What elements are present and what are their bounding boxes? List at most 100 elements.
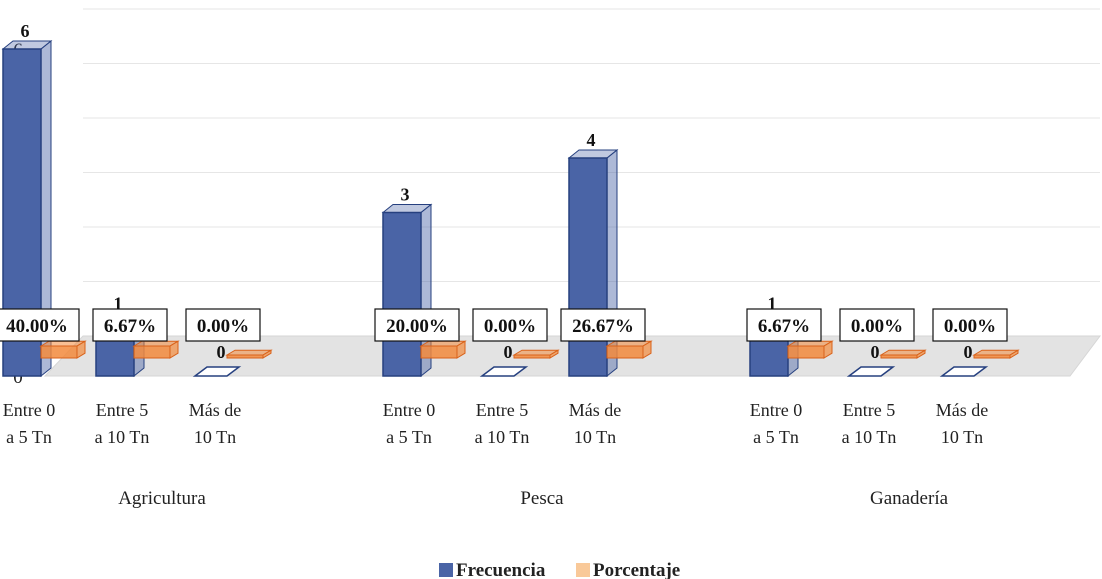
x-category-label: Entre 5 a 10 Tn — [95, 400, 150, 447]
data-label-text: 26.67% — [572, 316, 634, 337]
data-label-porcentaje: 20.00% — [374, 308, 460, 342]
x-category-label: Más de 10 Tn — [189, 400, 242, 447]
data-label-frecuencia: 1 — [114, 294, 123, 314]
bar-porcentaje — [972, 349, 1020, 359]
x-category-line: 10 Tn — [574, 427, 616, 447]
bar-porcentaje — [132, 340, 180, 359]
data-label-frecuencia: 0 — [964, 342, 973, 362]
bar-frecuencia-empty — [192, 366, 242, 377]
data-label-frecuencia: 3 — [401, 185, 410, 205]
data-label-porcentaje: 0.00% — [472, 308, 548, 342]
bar-porcentaje-front — [513, 354, 551, 359]
x-group-label: Ganadería — [870, 488, 949, 509]
x-group-label: Pesca — [520, 488, 564, 509]
data-label-box — [839, 308, 915, 342]
x-category-line: a 5 Tn — [386, 427, 432, 447]
data-label-box — [560, 308, 646, 342]
data-label-box — [185, 308, 261, 342]
x-category-line: 10 Tn — [941, 427, 983, 447]
x-category-label: Entre 0 a 5 Tn — [750, 400, 802, 447]
data-label-porcentaje: 6.67% — [92, 308, 168, 342]
bar-frecuencia-empty — [846, 366, 896, 377]
x-group-label: Agricultura — [118, 488, 206, 509]
x-category-line: Entre 0 — [383, 400, 435, 420]
data-label-frecuencia: 0 — [871, 342, 880, 362]
legend: Frecuencia Porcentaje — [439, 560, 680, 579]
x-category-line: Entre 5 — [96, 400, 148, 420]
x-category-line: 10 Tn — [194, 427, 236, 447]
bar-frecuencia — [567, 148, 619, 378]
x-category-line: a 10 Tn — [842, 427, 897, 447]
bar-porcentaje — [419, 340, 467, 359]
data-label-text: 0.00% — [484, 316, 536, 337]
bar-porcentaje — [225, 349, 273, 359]
x-category-line: a 5 Tn — [6, 427, 52, 447]
data-label-frecuencia: 4 — [587, 130, 596, 150]
bar-porcentaje-front — [973, 354, 1011, 359]
legend-label-porcentaje: Porcentaje — [593, 560, 680, 579]
x-category-label: Entre 0 a 5 Tn — [3, 400, 55, 447]
x-category-label: Entre 5 a 10 Tn — [842, 400, 897, 447]
data-label-text: 6.67% — [104, 316, 156, 337]
data-label-text: 20.00% — [386, 316, 448, 337]
bar-porcentaje-front — [40, 345, 78, 359]
bar-porcentaje-front — [880, 354, 918, 359]
data-label-box — [472, 308, 548, 342]
data-label-text: 40.00% — [6, 316, 68, 337]
bar-porcentaje — [39, 340, 87, 359]
x-category-line: Más de — [936, 400, 989, 420]
data-labels: 640.00%16.67%00.00%320.00%00.00%426.67%1… — [0, 21, 1008, 362]
x-category-label: Entre 0 a 5 Tn — [383, 400, 435, 447]
bar-frecuencia-front — [568, 157, 608, 377]
bar-porcentaje-front — [226, 354, 264, 359]
x-category-label: Más de 10 Tn — [936, 400, 989, 447]
bar-porcentaje-front — [133, 345, 171, 359]
y-tick-label: 0 — [13, 367, 23, 388]
data-label-frecuencia: 0 — [217, 342, 226, 362]
bar-frecuencia-empty — [479, 366, 529, 377]
bar-frecuencia-empty — [939, 366, 989, 377]
data-label-box — [746, 308, 822, 342]
x-category-line: Entre 5 — [476, 400, 528, 420]
data-label-porcentaje: 40.00% — [0, 308, 80, 342]
x-category-line: Más de — [569, 400, 622, 420]
data-label-porcentaje: 0.00% — [932, 308, 1008, 342]
legend-swatch-porcentaje — [576, 563, 590, 577]
x-category-line: a 5 Tn — [753, 427, 799, 447]
bar-porcentaje-front — [606, 345, 644, 359]
data-label-text: 0.00% — [197, 316, 249, 337]
bar-porcentaje — [786, 340, 834, 359]
data-label-frecuencia: 1 — [768, 294, 777, 314]
bar-porcentaje — [605, 340, 653, 359]
data-label-frecuencia: 0 — [504, 342, 513, 362]
data-label-box — [92, 308, 168, 342]
x-category-label: Entre 5 a 10 Tn — [475, 400, 530, 447]
x-axis: Entre 0 a 5 Tn Entre 5 a 10 Tn Más de 10 Tn Ag… — [3, 400, 988, 509]
bar-frecuencia-front — [382, 211, 422, 377]
data-label-porcentaje: 26.67% — [560, 308, 646, 342]
data-label-text: 6.67% — [758, 316, 810, 337]
data-label-text: 0.00% — [944, 316, 996, 337]
data-label-box — [0, 308, 80, 342]
data-label-porcentaje: 6.67% — [746, 308, 822, 342]
data-label-frecuencia: 6 — [21, 21, 30, 41]
bar-porcentaje-front — [787, 345, 825, 359]
data-label-box — [932, 308, 1008, 342]
x-category-label: Más de 10 Tn — [569, 400, 622, 447]
x-category-line: Entre 0 — [3, 400, 55, 420]
x-category-line: Entre 5 — [843, 400, 895, 420]
x-category-line: a 10 Tn — [95, 427, 150, 447]
data-label-porcentaje: 0.00% — [185, 308, 261, 342]
bar-porcentaje — [512, 349, 560, 359]
legend-label-frecuencia: Frecuencia — [456, 560, 546, 579]
legend-swatch-frecuencia — [439, 563, 453, 577]
x-category-line: a 10 Tn — [475, 427, 530, 447]
x-category-line: Más de — [189, 400, 242, 420]
data-label-text: 0.00% — [851, 316, 903, 337]
bar-porcentaje — [879, 349, 927, 359]
bars — [1, 39, 1020, 378]
bar-porcentaje-front — [420, 345, 458, 359]
data-label-porcentaje: 0.00% — [839, 308, 915, 342]
data-label-box — [374, 308, 460, 342]
